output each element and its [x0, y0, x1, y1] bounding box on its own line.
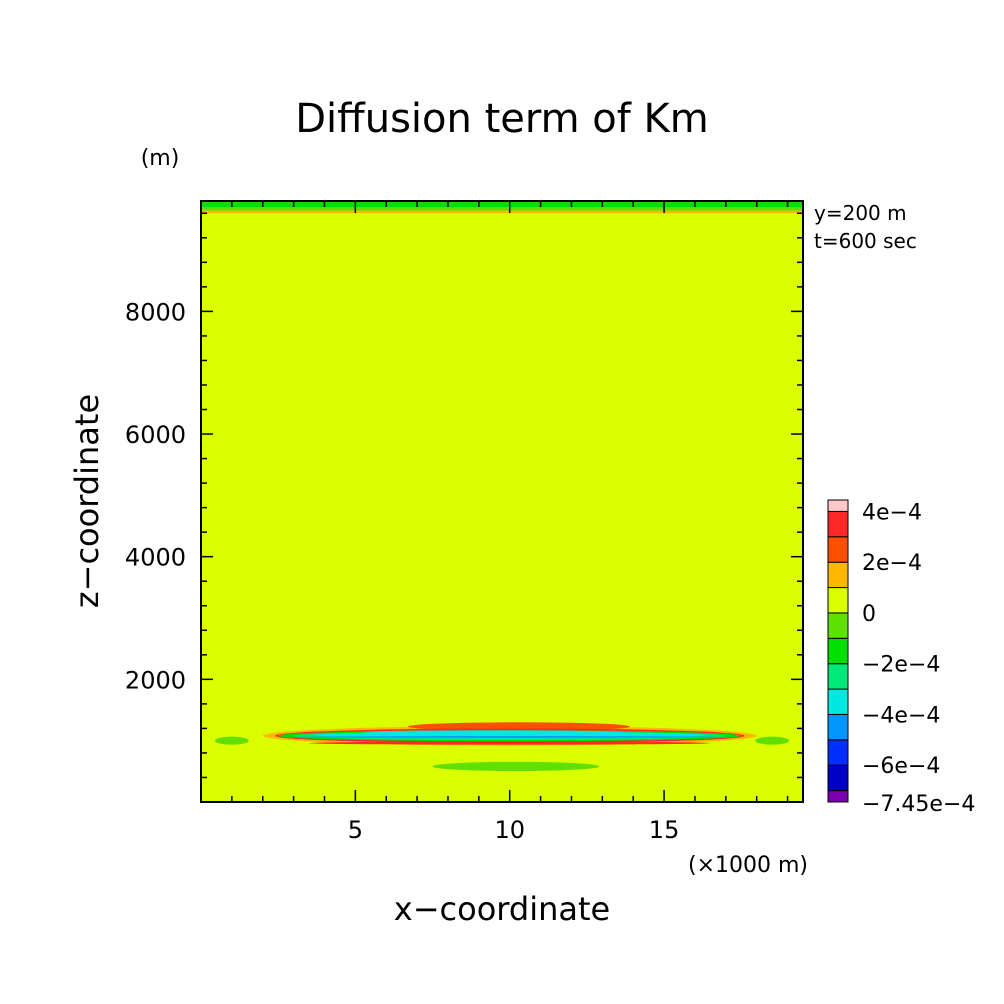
y-tick-label: 8000	[125, 298, 186, 326]
annotation-t: t=600 sec	[814, 229, 917, 253]
colorbar-swatch	[827, 713, 849, 741]
main-blue-line	[299, 736, 720, 738]
inner-cyan-upper	[364, 730, 624, 734]
y-tick-label: 6000	[125, 421, 186, 449]
colorbar-label: 2e−4	[862, 551, 922, 576]
colorbar-min-label: −7.45e−4	[862, 792, 975, 817]
colorbar-swatch	[827, 739, 849, 766]
right-small-green	[755, 736, 790, 745]
colorbar-swatch	[827, 561, 849, 589]
x-axis-label: x−coordinate	[394, 890, 610, 928]
top-boundary-orange	[201, 210, 803, 214]
left-small-green	[214, 736, 249, 745]
colorbar-swatch	[827, 612, 849, 639]
y-tick-label: 2000	[125, 666, 186, 694]
plot-frame	[200, 200, 804, 803]
colorbar-swatch	[827, 663, 849, 690]
axis-ticks: 5 10 15 2000 4000 6000 8000	[125, 201, 803, 844]
lower-green-band	[432, 761, 600, 772]
colorbar-label: 4e−4	[862, 500, 922, 525]
colorbar-swatch	[827, 536, 849, 563]
plot-area	[201, 201, 803, 802]
y-tick-label: 4000	[125, 544, 186, 572]
x-tick-label: 15	[649, 816, 680, 844]
x-tick-label: 5	[348, 816, 363, 844]
colorbar-swatch	[827, 688, 849, 715]
x-tick-label: 10	[494, 816, 525, 844]
annotation-y: y=200 m	[814, 201, 907, 225]
colorbar-swatch	[827, 587, 849, 614]
colorbar-swatch	[827, 764, 849, 792]
lower-red-band	[309, 741, 711, 745]
y-axis-label: z−coordinate	[68, 394, 106, 608]
y-unit-label: (m)	[141, 146, 180, 171]
colorbar-swatch	[827, 637, 849, 665]
top-boundary-dark-green	[201, 202, 803, 208]
colorbar-label: 0	[862, 602, 876, 627]
colorbar-swatch	[827, 790, 849, 803]
colorbar: −6e−4 −4e−4 −2e−4 0 2e−4 4e−4 −7.45e−4	[827, 499, 975, 817]
colorbar-label: −4e−4	[862, 703, 940, 728]
colorbar-swatch	[827, 510, 849, 538]
field-background	[201, 201, 803, 802]
chart-title: Diffusion term of Km	[295, 96, 709, 142]
x-unit-label: (×1000 m)	[688, 853, 808, 878]
colorbar-label: −6e−4	[862, 754, 940, 779]
colorbar-label: −2e−4	[862, 653, 940, 678]
colorbar-swatch	[827, 499, 849, 512]
